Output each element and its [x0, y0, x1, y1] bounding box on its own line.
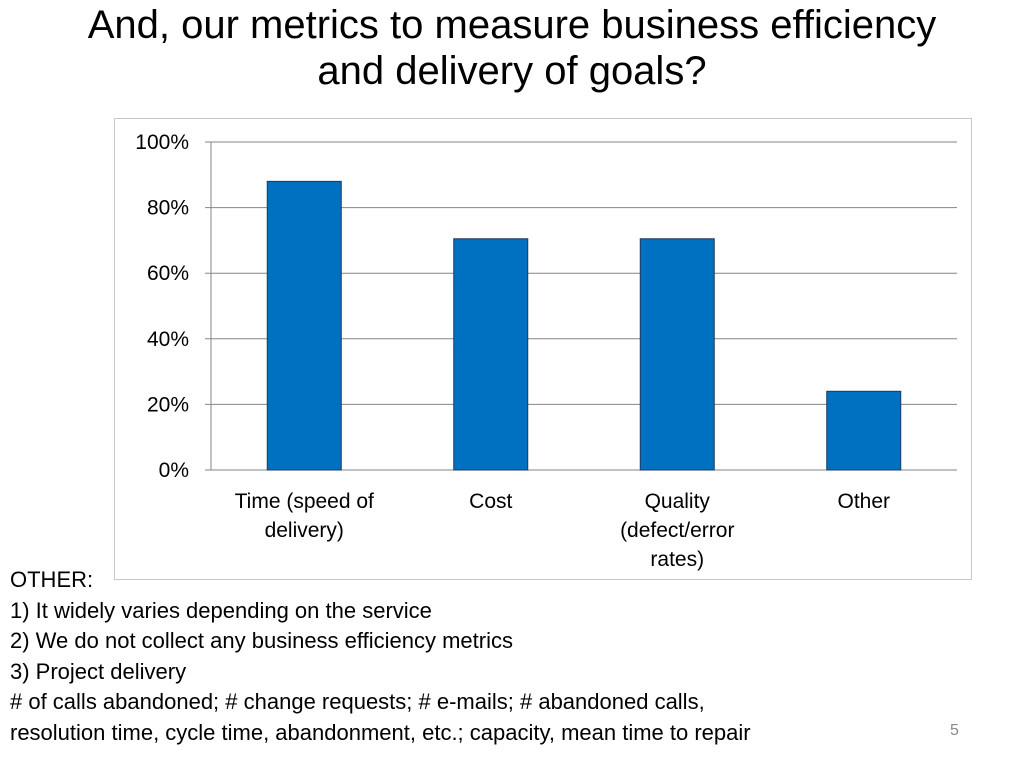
bar [453, 238, 529, 471]
bar [826, 390, 902, 471]
x-tick-label: Time (speed of delivery) [235, 490, 374, 542]
slide-title: And, our metrics to measure business eff… [0, 2, 1024, 94]
x-tick-label: Other [837, 490, 890, 513]
page-number: 5 [950, 722, 959, 739]
bar [266, 180, 342, 471]
notes-line-3: 3) Project delivery [10, 658, 187, 684]
x-tick-label: Cost [469, 490, 512, 513]
y-tick-label: 0% [159, 459, 189, 482]
y-tick-label: 20% [147, 393, 189, 416]
bar-chart: 0% 20% 40% 60% 80% 100% Time (speed of delivery… [135, 131, 957, 571]
y-tick-label: 60% [147, 262, 189, 285]
y-tick-label: 100% [135, 131, 189, 154]
notes-block: OTHER: 1) It widely varies depending on … [10, 565, 910, 748]
bar [639, 238, 715, 471]
chart-area: 0% 20% 40% 60% 80% 100% Time (speed of delivery… [114, 118, 972, 580]
notes-line-4: # of calls abandoned; # change requests;… [10, 689, 705, 714]
y-tick-label: 80% [147, 197, 189, 220]
notes-line-1: 1) It widely varies depending on the ser… [10, 597, 432, 623]
x-tick-label: Quality (defect/error rates) [620, 490, 734, 571]
y-tick-label: 40% [147, 328, 189, 351]
slide-title-line-1: And, our metrics to measure business eff… [87, 3, 937, 47]
notes-line-2: 2) We do not collect any business effici… [10, 628, 513, 653]
slide-title-line-2: and delivery of goals? [317, 49, 707, 93]
notes-heading: OTHER: [10, 567, 94, 592]
notes-line-5: resolution time, cycle time, abandonment… [10, 719, 751, 745]
